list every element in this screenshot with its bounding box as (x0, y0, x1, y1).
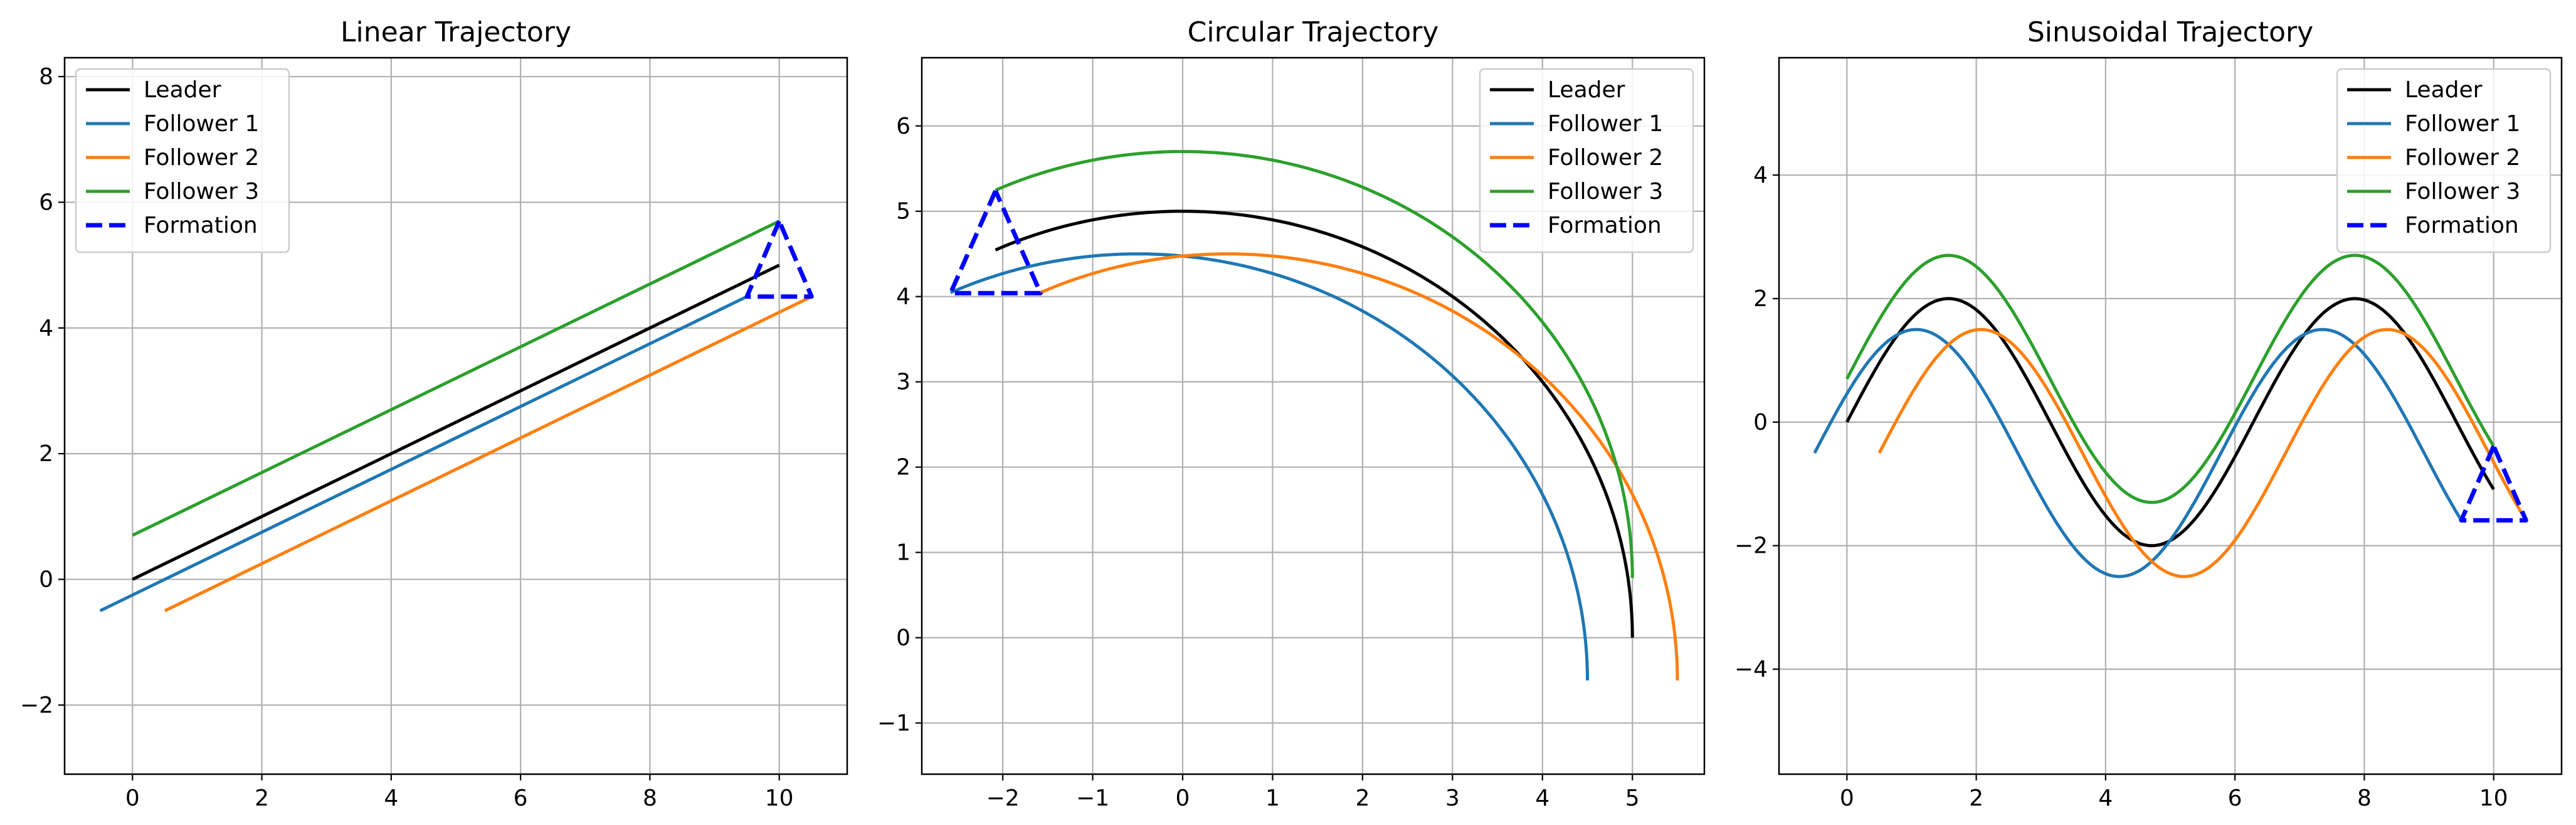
circular-xtick-label: 1 (1265, 785, 1280, 811)
circular-xtick-label: 2 (1355, 785, 1370, 811)
sinusoidal-series-follower-3 (1845, 253, 2495, 504)
sinusoidal-trajectory-panel: 0 2 4 6 8 10 −4 −2 0 2 4 Sinusoidal Trajectory Lea… (1734, 16, 2563, 811)
circular-chart-title: Circular Trajectory (1188, 16, 1439, 48)
linear-series-leader (132, 263, 780, 581)
circular-legend-box (1479, 68, 1694, 253)
circular-legend-label: Formation (1548, 213, 1662, 238)
circular-xtick-label: 0 (1176, 785, 1190, 811)
sinusoidal-chart-title: Sinusoidal Trajectory (2027, 16, 2313, 48)
circular-series-formation (948, 189, 1043, 295)
linear-xtick-label: 8 (643, 785, 657, 811)
circular-ytick-label: −1 (877, 710, 911, 736)
linear-trajectory-panel: 0 2 4 6 8 10 −2 0 2 4 6 8 Linear Trajectory Leader F… (20, 16, 848, 811)
linear-ytick-label: −2 (20, 693, 53, 718)
sinusoidal-xtick-label: 6 (2228, 785, 2242, 811)
sinusoidal-ytick-label: 2 (1753, 286, 1768, 312)
circular-series-follower-1 (949, 252, 1589, 681)
linear-axes-frame (63, 56, 848, 775)
sinusoidal-ytick-label: −2 (1734, 533, 1768, 559)
circular-xtick-label: −1 (1076, 785, 1109, 811)
linear-ytick-label: 0 (39, 567, 53, 592)
linear-xtick-label: 0 (125, 785, 140, 811)
circular-xtick-label: 4 (1535, 785, 1549, 811)
circular-series-leader (995, 210, 1634, 638)
circular-series-follower-3 (995, 150, 1634, 578)
sinusoidal-series-formation (2459, 445, 2528, 523)
circular-xtick-label: −2 (986, 785, 1020, 811)
sinusoidal-xtick-label: 0 (1840, 785, 1854, 811)
sinusoidal-ytick-label: −4 (1734, 657, 1768, 683)
sinusoidal-axes-frame (1778, 56, 2563, 775)
sinusoidal-legend-label: Follower 3 (2405, 179, 2520, 205)
linear-xtick-label: 6 (514, 785, 528, 811)
circular-legend: Leader Follower 1 Follower 2 Follower 3 Form… (1479, 68, 1694, 253)
sinusoidal-xtick-label: 8 (2357, 785, 2372, 811)
circular-ytick-label: 4 (896, 284, 911, 310)
sinusoidal-series-follower-1 (1813, 327, 2463, 578)
sinusoidal-xtick-label: 10 (2479, 785, 2508, 811)
circular-xtick-label: 3 (1445, 785, 1460, 811)
linear-legend-label: Follower 2 (144, 145, 259, 171)
circular-legend-label: Follower 1 (1548, 111, 1663, 137)
linear-ytick-label: 4 (39, 316, 53, 341)
circular-ytick-label: 3 (896, 370, 911, 395)
linear-ytick-label: 6 (39, 189, 53, 215)
linear-legend-box (75, 68, 290, 253)
circular-ytick-label: 6 (896, 114, 911, 139)
linear-series-formation (744, 220, 814, 299)
sinusoidal-ytick-label: 4 (1753, 162, 1768, 188)
circular-ytick-label: 2 (896, 455, 911, 481)
linear-xtick-label: 10 (765, 785, 794, 811)
circular-legend-label: Follower 3 (1548, 179, 1663, 205)
circular-ytick-label: 5 (896, 199, 911, 225)
linear-legend-label: Formation (144, 213, 258, 238)
linear-ytick-label: 8 (39, 64, 53, 90)
circular-legend-label: Leader (1548, 77, 1625, 103)
linear-legend-label: Follower 1 (144, 111, 259, 137)
linear-series-follower-2 (164, 295, 813, 612)
linear-ytick-label: 2 (39, 441, 53, 467)
sinusoidal-legend-label: Follower 1 (2405, 111, 2520, 137)
linear-legend-label: Follower 3 (144, 179, 259, 205)
linear-chart-title: Linear Trajectory (340, 16, 571, 48)
sinusoidal-legend-box (2336, 68, 2552, 253)
sinusoidal-legend-label: Follower 2 (2405, 145, 2520, 171)
linear-series-follower-3 (132, 220, 780, 537)
sinusoidal-xtick-label: 2 (1969, 785, 1983, 811)
linear-legend-label: Leader (144, 77, 221, 103)
linear-legend: Leader Follower 1 Follower 2 Follower 3 Form… (75, 68, 290, 253)
circular-series-follower-2 (1040, 252, 1679, 681)
sinusoidal-legend-label: Leader (2405, 77, 2483, 103)
sinusoidal-xtick-label: 4 (2098, 785, 2113, 811)
sinusoidal-legend-label: Formation (2405, 213, 2519, 238)
sinusoidal-legend: Leader Follower 1 Follower 2 Follower 3 Form… (2336, 68, 2552, 253)
sinusoidal-ytick-label: 0 (1753, 410, 1768, 435)
circular-ytick-label: 0 (896, 625, 911, 651)
linear-xtick-label: 4 (384, 785, 398, 811)
linear-series-follower-1 (99, 295, 748, 612)
circular-legend-label: Follower 2 (1548, 145, 1663, 171)
sinusoidal-series-follower-2 (1877, 327, 2528, 578)
circular-xtick-label: 5 (1625, 785, 1640, 811)
linear-xtick-label: 2 (255, 785, 269, 811)
circular-axes-frame (921, 56, 1706, 775)
circular-ytick-label: 1 (896, 540, 911, 566)
